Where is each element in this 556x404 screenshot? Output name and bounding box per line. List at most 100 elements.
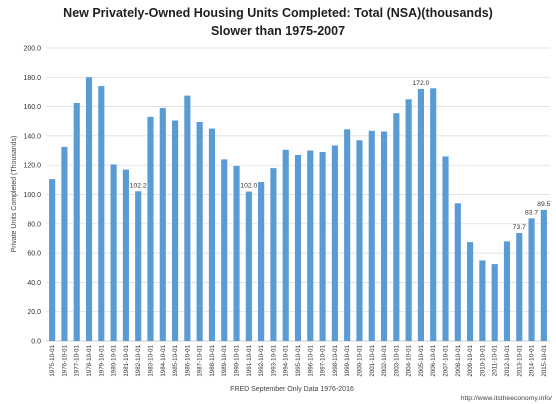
bar [245, 191, 252, 341]
bar [135, 191, 142, 341]
data-label: 102.0 [240, 183, 257, 190]
bar [208, 128, 216, 341]
bar [503, 241, 511, 341]
bar [73, 102, 80, 341]
y-tick-label: 60.0 [27, 251, 41, 258]
x-tick-label: 1990-10-01 [234, 344, 241, 376]
bar [122, 169, 129, 341]
bar [172, 120, 179, 341]
x-tick-label: 2003-10-01 [393, 344, 400, 376]
bar [147, 116, 154, 341]
x-tick-label: 2005-10-01 [418, 344, 425, 376]
bar [61, 146, 68, 341]
bar [196, 121, 203, 341]
x-tick-label: 1997-10-01 [320, 344, 327, 376]
y-tick-label: 180.0 [23, 75, 41, 82]
bar [380, 131, 388, 341]
x-tick-label: 1993-10-01 [270, 344, 277, 376]
x-tick-label: 2008-10-01 [455, 344, 462, 376]
x-tick-label: 1975-10-01 [49, 344, 56, 376]
x-tick-label: 1983-10-01 [147, 344, 154, 376]
bar [319, 152, 326, 341]
y-axis-ticks: 0.0 20.0 40.0 60.0 80.0 100.0 120.0 140.0 160.0 1… [23, 46, 41, 346]
chart-title: New Privately-Owned Housing Units Comple… [63, 6, 493, 20]
bar [454, 203, 461, 341]
x-axis-ticks: 1975-10-01 1976-10-01 1977-10-01 1978-10-01… [49, 344, 548, 376]
bar [85, 77, 93, 342]
x-tick-label: 2006-10-01 [430, 344, 437, 376]
x-tick-label: 1999-10-01 [344, 344, 351, 376]
x-tick-label: 1976-10-01 [61, 344, 68, 376]
x-tick-label: 2000-10-01 [356, 344, 363, 376]
x-tick-label: 2014-10-01 [529, 344, 536, 376]
bar [98, 86, 105, 341]
y-tick-label: 40.0 [27, 280, 41, 287]
x-tick-label: 1996-10-01 [307, 344, 314, 376]
data-label: 102.2 [130, 182, 147, 189]
y-tick-label: 0.0 [31, 339, 41, 346]
x-tick-label: 2011-10-01 [492, 344, 499, 376]
bar [331, 145, 338, 341]
bar [442, 156, 449, 341]
y-tick-label: 100.0 [23, 192, 41, 199]
x-tick-label: 1994-10-01 [283, 344, 290, 376]
bar [393, 113, 400, 341]
bar [307, 150, 314, 341]
x-tick-label: 2012-10-01 [504, 344, 511, 376]
x-tick-label: 2002-10-01 [381, 344, 388, 376]
bar [258, 182, 265, 341]
bar [184, 95, 191, 341]
data-labels: 102.2 102.0 172.0 73.7 83.789.5 [130, 80, 551, 231]
bar [356, 140, 363, 341]
x-tick-label: 1977-10-01 [74, 344, 81, 376]
bar [368, 130, 375, 341]
x-tick-label: 1980-10-01 [111, 344, 118, 376]
source-url: http://www.itstheeconomy.info/ [461, 395, 552, 402]
data-label: 89.5 [537, 201, 550, 208]
y-tick-label: 20.0 [27, 309, 41, 316]
x-tick-label: 1985-10-01 [172, 344, 179, 376]
y-axis-title: Private Units Completed (Thousands) [11, 136, 18, 253]
bar [294, 154, 302, 341]
bar [528, 218, 535, 341]
x-tick-label: 2009-10-01 [467, 344, 474, 376]
bar [540, 209, 547, 341]
bars [49, 77, 547, 342]
x-tick-label: 1981-10-01 [123, 344, 130, 376]
x-axis-title: FRED September Only Data 1976-2016 [230, 386, 354, 393]
bar [233, 165, 240, 341]
bar [221, 159, 228, 341]
data-label: 172.0 [412, 80, 429, 87]
data-label: 83.7 [525, 209, 538, 216]
bar [344, 129, 351, 341]
bar [430, 88, 437, 341]
bar [159, 108, 166, 341]
y-tick-label: 120.0 [23, 163, 41, 170]
chart-subtitle: Slower than 1975-2007 [211, 24, 345, 38]
x-tick-label: 2001-10-01 [369, 344, 376, 376]
bar [270, 168, 277, 341]
bar [405, 99, 412, 342]
x-tick-label: 1988-10-01 [209, 344, 216, 376]
bar [467, 242, 474, 341]
x-tick-label: 2015-10-01 [541, 344, 548, 376]
x-tick-label: 1982-10-01 [135, 344, 142, 376]
x-tick-label: 1978-10-01 [86, 344, 93, 376]
x-tick-label: 2013-10-01 [516, 344, 523, 376]
bar [479, 260, 486, 341]
y-tick-label: 160.0 [23, 104, 41, 111]
bar [110, 164, 117, 341]
x-tick-label: 1979-10-01 [98, 344, 105, 376]
x-tick-label: 1995-10-01 [295, 344, 302, 376]
y-tick-label: 140.0 [23, 133, 41, 140]
bar [491, 264, 498, 341]
x-tick-label: 1987-10-01 [197, 344, 204, 376]
y-tick-label: 80.0 [27, 221, 41, 228]
x-tick-label: 1986-10-01 [184, 344, 191, 376]
data-label: 73.7 [513, 224, 526, 231]
x-tick-label: 1991-10-01 [246, 344, 253, 376]
bar [282, 149, 289, 341]
bar [516, 233, 523, 341]
y-tick-label: 200.0 [23, 46, 41, 53]
